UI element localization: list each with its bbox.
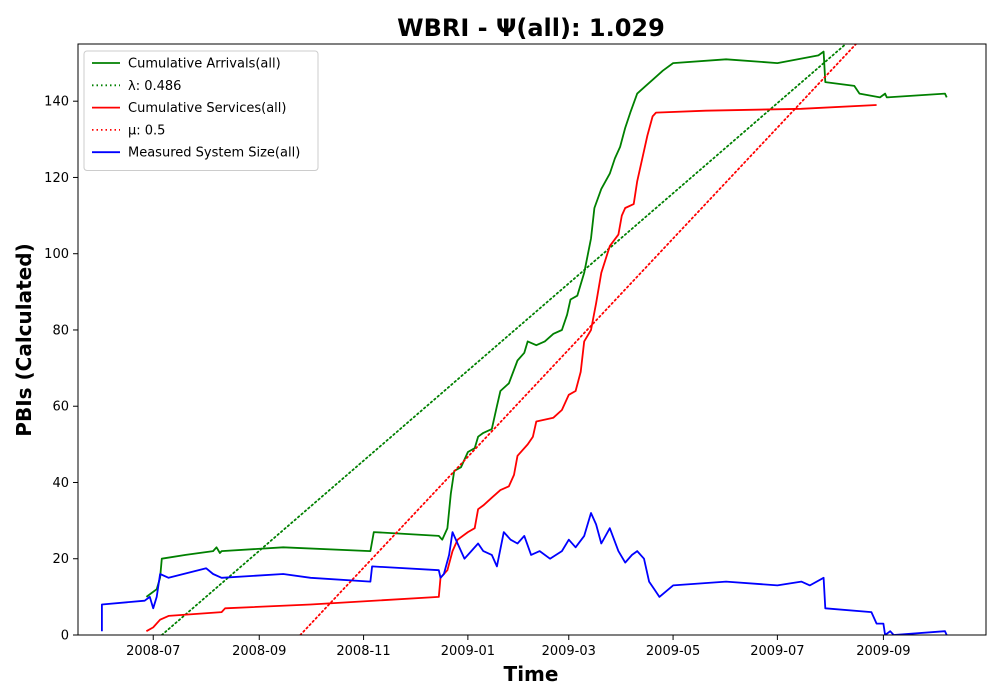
legend-label: μ: 0.5 [128, 123, 165, 138]
cumulative-services-line [145, 104, 877, 632]
x-tick-label: 2008-11 [336, 644, 390, 659]
y-tick-label: 80 [52, 323, 69, 338]
legend-label: Cumulative Services(all) [128, 101, 286, 116]
y-tick-label: 40 [52, 476, 69, 491]
legend-label: λ: 0.486 [128, 79, 181, 94]
y-tick-label: 120 [44, 171, 69, 186]
legend-label: Cumulative Arrivals(all) [128, 57, 281, 72]
x-axis: 2008-07 2008-09 2008-11 2009-01 2009-03 2009-… [126, 635, 911, 659]
x-axis-label: Time [504, 662, 559, 686]
x-tick-label: 2008-07 [126, 644, 180, 659]
x-tick-label: 2009-01 [441, 644, 495, 659]
x-tick-label: 2008-09 [232, 644, 286, 659]
legend-box [83, 50, 319, 171]
x-tick-label: 2009-03 [542, 644, 596, 659]
y-axis: 0 20 40 60 80 100 120 140 [44, 95, 78, 644]
y-tick-label: 0 [61, 629, 69, 644]
mu-line [299, 44, 857, 635]
x-tick-label: 2009-07 [750, 644, 804, 659]
lambda-line [160, 44, 847, 635]
series-layer [101, 44, 948, 635]
x-tick-label: 2009-05 [646, 644, 700, 659]
cumulative-arrivals-line [145, 50, 948, 598]
plot-frame [77, 43, 987, 636]
legend-label: Measured System Size(all) [128, 146, 300, 161]
y-axis-label: PBIs (Calculated) [12, 243, 36, 436]
x-tick-label: 2009-09 [856, 644, 910, 659]
y-tick-label: 100 [44, 247, 69, 262]
system-size-line [101, 512, 948, 635]
y-tick-label: 140 [44, 95, 69, 110]
y-tick-label: 20 [52, 552, 69, 567]
y-tick-label: 60 [52, 400, 69, 415]
legend: Cumulative Arrivals(all) λ: 0.486 Cumulati… [83, 50, 319, 171]
chart-title: WBRI - Ψ(all): 1.029 [397, 14, 665, 42]
